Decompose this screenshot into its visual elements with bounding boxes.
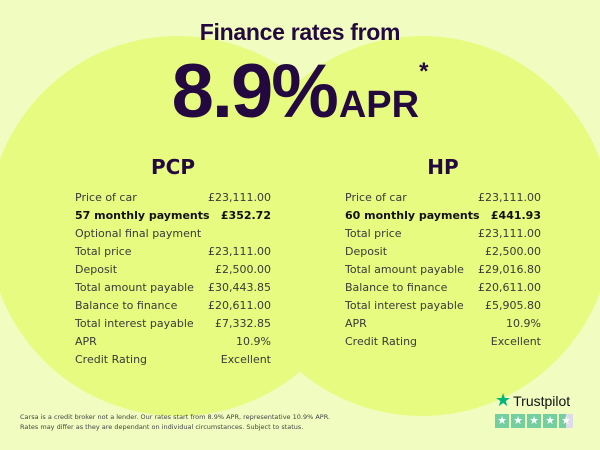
trustpilot-badge[interactable]: ★ Trustpilot ★ ★ ★ ★ ★: [495, 390, 577, 428]
row-value: £20,611.00: [208, 299, 271, 312]
row-label: Total amount payable: [345, 263, 464, 276]
row-value: £23,111.00: [208, 191, 271, 204]
row-label: 60 monthly payments: [345, 209, 480, 222]
row-value: £5,905.80: [485, 299, 541, 312]
row-value: £23,111.00: [208, 245, 271, 258]
row-label: Deposit: [345, 245, 388, 258]
pcp-row: Optional final payment: [75, 225, 271, 243]
hp-row: Total price £23,111.00: [345, 225, 541, 243]
trustpilot-star-icon: ★: [495, 390, 512, 410]
rating-star-icon: ★: [495, 414, 509, 428]
pcp-title: PCP: [151, 155, 195, 179]
row-label: Price of car: [345, 191, 407, 204]
trustpilot-rating: ★ ★ ★ ★ ★: [495, 414, 577, 428]
hp-row: Credit Rating Excellent: [345, 333, 541, 351]
row-value: £29,016.80: [478, 263, 541, 276]
rate-value: 8.9%: [171, 49, 339, 134]
row-label: Total amount payable: [75, 281, 194, 294]
hp-title: HP: [427, 155, 459, 179]
row-value: £441.93: [490, 209, 541, 222]
disclaimer-line-1: Carsa is a credit broker not a lender. O…: [20, 413, 331, 421]
rating-star-icon: ★: [543, 414, 557, 428]
row-value: Excellent: [490, 335, 541, 348]
hp-row: Price of car £23,111.00: [345, 189, 541, 207]
disclaimer-line-2: Rates may differ as they are dependant o…: [20, 423, 304, 431]
hp-row: 60 monthly payments £441.93: [345, 207, 541, 225]
row-label: APR: [345, 317, 367, 330]
row-label: Total price: [75, 245, 132, 258]
row-value: £2,500.00: [485, 245, 541, 258]
pcp-row: Total amount payable £30,443.85: [75, 279, 271, 297]
pcp-row: Total interest payable £7,332.85: [75, 315, 271, 333]
hp-row: Total amount payable £29,016.80: [345, 261, 541, 279]
row-label: Optional final payment: [75, 227, 202, 240]
rating-star-icon: ★: [527, 414, 541, 428]
hp-row: Balance to finance £20,611.00: [345, 279, 541, 297]
row-value: £23,111.00: [478, 227, 541, 240]
trustpilot-logo: ★ Trustpilot: [495, 390, 577, 411]
pcp-row: 57 monthly payments £352.72: [75, 207, 271, 225]
row-value: £352.72: [220, 209, 271, 222]
hp-row: Deposit £2,500.00: [345, 243, 541, 261]
hp-table: HP Price of car £23,111.00 60 monthly paym…: [345, 155, 541, 351]
pcp-row: APR 10.9%: [75, 333, 271, 351]
headline-rate: 8.9%APR*: [0, 48, 600, 135]
trustpilot-label: Trustpilot: [513, 392, 571, 409]
row-label: 57 monthly payments: [75, 209, 210, 222]
pcp-row: Credit Rating Excellent: [75, 351, 271, 369]
headline: Finance rates from: [199, 19, 401, 45]
row-value: £7,332.85: [215, 317, 271, 330]
rating-star-icon: ★: [559, 414, 573, 428]
row-label: Price of car: [75, 191, 137, 204]
row-value: Excellent: [220, 353, 271, 366]
row-value: £2,500.00: [215, 263, 271, 276]
pcp-row: Deposit £2,500.00: [75, 261, 271, 279]
row-value: £30,443.85: [208, 281, 271, 294]
row-value: 10.9%: [506, 317, 541, 330]
row-label: Balance to finance: [75, 299, 178, 312]
pcp-table: PCP Price of car £23,111.00 57 monthly pay…: [75, 155, 271, 369]
row-label: Total interest payable: [75, 317, 194, 330]
row-label: Total interest payable: [345, 299, 464, 312]
row-value: £23,111.00: [478, 191, 541, 204]
row-label: Balance to finance: [345, 281, 448, 294]
row-label: Credit Rating: [75, 353, 148, 366]
row-value: 10.9%: [236, 335, 271, 348]
pcp-row: Total price £23,111.00: [75, 243, 271, 261]
hp-row: Total interest payable £5,905.80: [345, 297, 541, 315]
asterisk: *: [419, 58, 429, 85]
row-label: Total price: [345, 227, 402, 240]
rate-suffix: APR: [338, 84, 420, 126]
row-label: APR: [75, 335, 97, 348]
pcp-row: Balance to finance £20,611.00: [75, 297, 271, 315]
row-value: £20,611.00: [478, 281, 541, 294]
background-circle-right: [232, 36, 600, 416]
pcp-row: Price of car £23,111.00: [75, 189, 271, 207]
row-label: Credit Rating: [345, 335, 418, 348]
disclaimer: Carsa is a credit broker not a lender. O…: [20, 412, 380, 432]
rating-star-icon: ★: [511, 414, 525, 428]
hp-row: APR 10.9%: [345, 315, 541, 333]
row-label: Deposit: [75, 263, 118, 276]
